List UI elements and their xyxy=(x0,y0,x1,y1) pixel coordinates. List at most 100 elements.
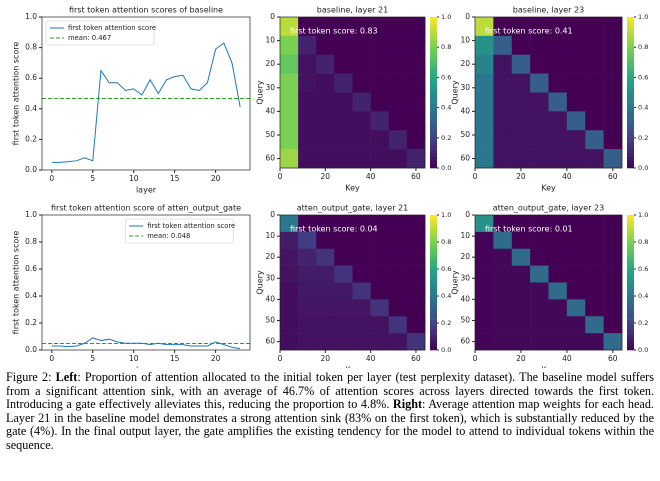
heatmap-cell xyxy=(370,111,390,131)
colorbar-segment xyxy=(627,269,634,273)
heatmap-cell xyxy=(475,248,494,266)
y-axis-label: first token attention score xyxy=(12,42,21,146)
heatmap-cell xyxy=(585,35,604,56)
heatmap-cell xyxy=(352,231,371,250)
colorbar-segment xyxy=(430,149,437,154)
x-tick-label: 60 xyxy=(411,354,421,363)
heatmap-cell xyxy=(352,333,371,351)
colorbar-segment xyxy=(430,103,437,108)
heatmap-cell xyxy=(316,130,335,150)
heatmap-cell xyxy=(298,299,317,317)
y-tick-label: 1.0 xyxy=(25,12,37,21)
annotation: first token score: 0.01 xyxy=(485,225,573,234)
colorbar-segment xyxy=(627,50,634,56)
colorbar-segment xyxy=(627,346,634,351)
colorbar-tick-label: 0.6 xyxy=(441,73,451,81)
x-tick-label: 60 xyxy=(608,172,618,181)
heatmap-cell xyxy=(530,54,549,74)
colorbar-segment xyxy=(430,84,437,90)
colorbar-segment xyxy=(430,43,437,48)
heatmap-cell xyxy=(566,149,586,169)
colorbar-segment xyxy=(430,269,437,273)
heatmap-cell xyxy=(352,73,371,93)
caption-left-head: Left xyxy=(55,370,78,384)
colorbar-segment xyxy=(627,137,634,142)
heatmap-cell xyxy=(530,111,549,131)
heatmap-cell xyxy=(475,130,494,150)
heatmap-cell xyxy=(298,215,317,233)
heatmap-cell xyxy=(388,215,408,233)
heatmap-cell xyxy=(493,316,513,334)
colorbar-segment xyxy=(430,221,437,226)
heatmap-cell xyxy=(475,231,494,250)
heatmap-cell xyxy=(603,111,623,131)
colorbar-segment xyxy=(627,134,634,139)
heatmap-cell xyxy=(530,248,549,266)
colorbar-segment xyxy=(627,32,634,37)
heatmap-cell xyxy=(316,92,335,112)
colorbar-segment xyxy=(627,17,634,22)
heatmap-cell xyxy=(603,35,623,56)
heatmap-cell xyxy=(603,333,623,351)
heatmap-cell xyxy=(585,282,604,300)
heatmap-cell xyxy=(352,299,371,317)
annotation: first token score: 0.83 xyxy=(290,27,378,36)
colorbar-segment xyxy=(430,215,437,219)
colorbar-tick-label: 0.4 xyxy=(638,104,648,112)
heatmap-cell xyxy=(388,299,408,317)
colorbar-segment xyxy=(430,238,437,243)
heatmap-cell xyxy=(548,17,568,37)
colorbar-segment xyxy=(430,323,437,327)
heatmap-cell xyxy=(370,149,390,169)
heatmap-cell xyxy=(475,265,494,283)
colorbar-tick-label: 0.6 xyxy=(441,265,451,273)
colorbar-segment xyxy=(430,69,437,74)
heatmap-cell xyxy=(530,231,549,250)
heatmap-cell xyxy=(603,54,623,74)
colorbar-segment xyxy=(430,326,437,331)
colorbar-segment xyxy=(627,141,634,146)
heatmap-cell xyxy=(280,92,299,112)
heatmap-cell xyxy=(334,17,353,37)
heatmap-cell xyxy=(603,316,623,334)
heatmap-cell xyxy=(511,149,531,169)
heatmap-cell xyxy=(511,92,531,112)
heatmap-cell xyxy=(388,92,408,112)
colorbar-segment xyxy=(627,122,634,127)
heatmap-cell xyxy=(316,73,335,93)
colorbar-segment xyxy=(430,156,437,161)
heatmap-cell xyxy=(298,333,317,351)
legend-box xyxy=(124,218,234,244)
heatmap-cell xyxy=(511,316,531,334)
x-tick-label: 20 xyxy=(321,354,331,363)
heatmap-cell xyxy=(585,316,604,334)
colorbar-segment xyxy=(627,62,634,67)
heatmap-cell xyxy=(548,130,568,150)
colorbar-segment xyxy=(430,245,437,250)
caption-right-text: : Average attention map weights for each… xyxy=(6,397,654,452)
y-tick-label: 0.6 xyxy=(25,73,37,82)
heatmap-cell xyxy=(370,299,390,317)
colorbar-segment xyxy=(627,242,634,246)
heatmap-cell xyxy=(548,265,568,283)
colorbar-segment xyxy=(430,339,437,344)
heatmap-cell xyxy=(585,73,604,93)
heatmap-cell xyxy=(352,111,371,131)
y-tick-label: 40 xyxy=(460,106,470,115)
heatmap-cell xyxy=(352,265,371,283)
colorbar-segment xyxy=(430,282,437,287)
heatmap-cell xyxy=(370,265,390,283)
plot-frame xyxy=(474,16,623,169)
y-axis-label: first token attention score xyxy=(12,231,21,335)
heatmap-cell xyxy=(493,149,513,169)
colorbar-segment xyxy=(627,258,634,263)
colorbar-segment xyxy=(627,152,634,157)
heatmap-cell xyxy=(352,35,371,56)
heatmap-cell xyxy=(548,248,568,266)
colorbar-segment xyxy=(430,107,437,112)
colorbar-segment xyxy=(627,88,634,93)
heatmap-cell xyxy=(352,316,371,334)
colorbar-tick-label: 0.6 xyxy=(638,73,648,81)
heatmap-cell xyxy=(511,111,531,131)
heatmap-cell xyxy=(280,111,299,131)
